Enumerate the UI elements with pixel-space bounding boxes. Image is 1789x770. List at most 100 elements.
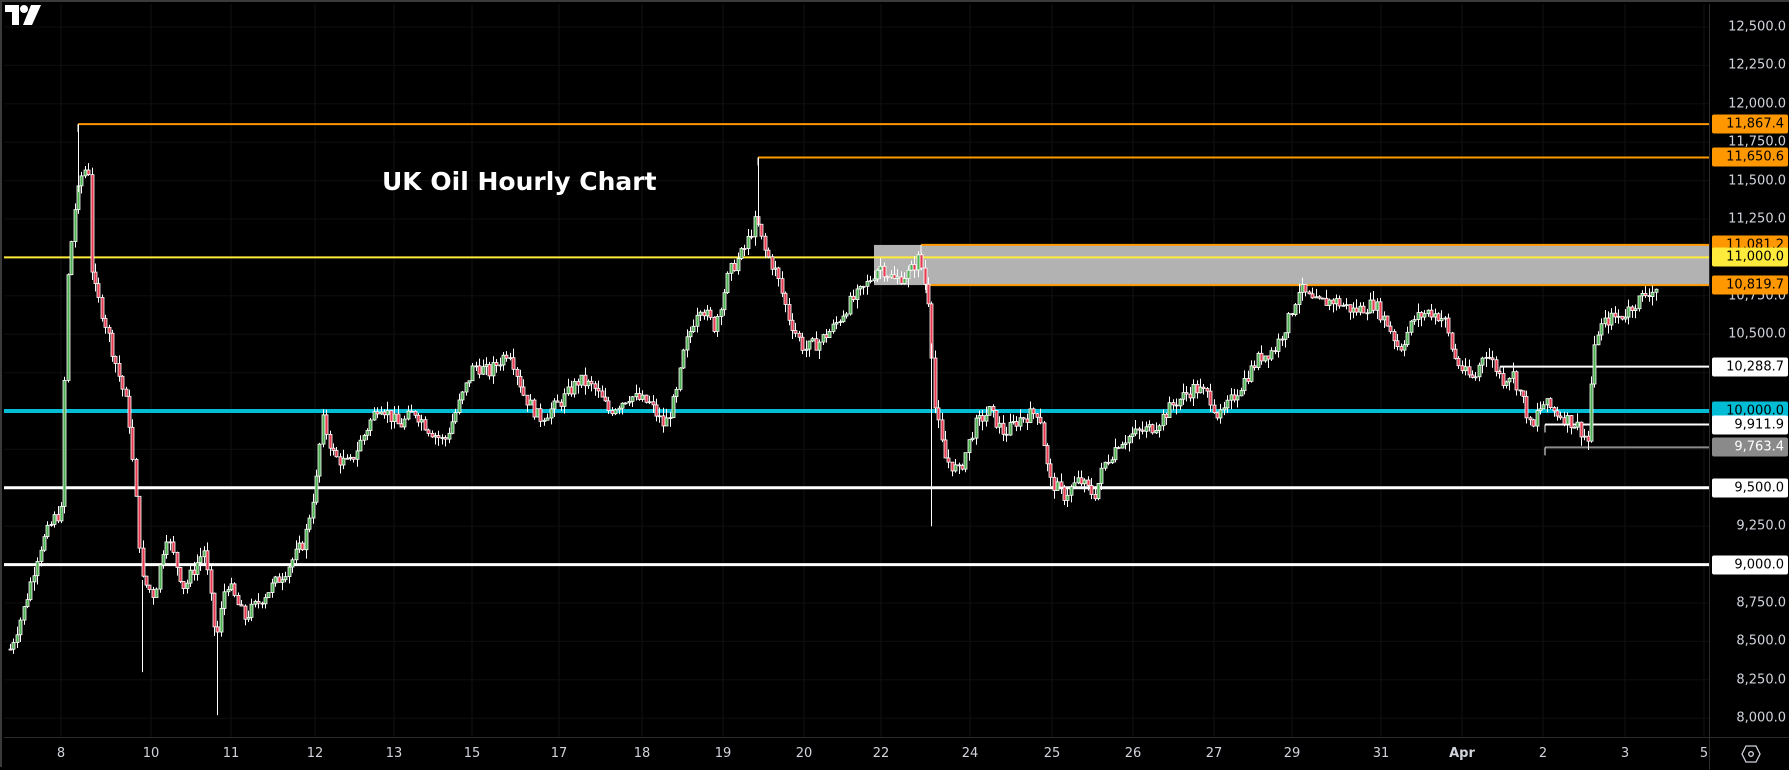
candle-up [45,524,50,538]
candle-up [861,285,866,288]
candle-up [287,566,292,578]
candle-up [1099,467,1104,484]
candle-down [899,276,904,284]
candle-down [382,411,387,416]
price-axis[interactable]: 12,500.0 12,250.0 12,000.0 11,750.0 11,500.0… [1709,4,1789,737]
candlestick-chart[interactable] [4,4,1709,737]
candle-up [868,280,873,283]
candle-down [654,404,659,417]
candle-up [1616,315,1621,318]
candle-up [1286,313,1291,334]
candle-up [1072,482,1077,488]
candle-up [1161,413,1166,427]
candle-down [732,263,737,272]
candle-up [321,414,326,445]
candle-down [763,235,768,251]
candle-down [1201,386,1206,389]
candle-down [1215,412,1220,419]
candle-down [651,401,656,406]
candle-up [1225,399,1230,409]
time-tick-label: 27 [1205,746,1223,761]
candle-down [589,380,594,385]
candle-down [430,432,435,438]
candle-down [1038,416,1043,424]
candle-up [1218,409,1223,419]
candle-up [1589,383,1594,442]
candle-down [239,604,244,607]
candle-up [372,411,377,421]
candle-up [1582,435,1587,438]
candle-down [511,357,516,370]
time-tick-label: 13 [385,746,403,761]
candle-up [1507,377,1512,383]
candle-up [158,564,163,590]
candle-down [637,393,642,400]
candle-down [1045,445,1050,465]
candle-up [1565,415,1570,425]
candle-down [780,278,785,294]
candle-down [1501,373,1506,386]
candle-up [634,393,639,398]
candle-up [1181,392,1186,400]
candle-down [606,400,611,411]
candle-down [120,375,125,390]
candle-up [467,380,472,384]
candle-down [1195,384,1200,394]
candle-up [1654,288,1659,293]
candle-down [100,297,105,319]
candle-up [52,514,57,525]
candle-down [494,362,499,366]
candle-down [702,311,707,317]
candle-up [1439,318,1444,322]
candle-down [1266,355,1271,360]
candle-down [1555,410,1560,417]
candle-up [1167,402,1172,419]
candle-down [923,267,928,285]
candle-down [933,357,938,409]
candle-up [902,278,907,284]
candle-up [1229,394,1234,401]
candle-up [1412,319,1417,322]
candle-up [1297,292,1302,306]
candle-up [1365,312,1370,315]
time-axis[interactable]: 8 10 11 12 13 15 17 18 19 20 22 24 25 26 27 29 31 Apr 2 3 5 [4,737,1709,770]
candle-up [640,394,645,400]
candle-up [1198,386,1203,394]
candle-down [936,407,941,421]
candle-up [402,418,407,428]
candle-up [698,311,703,316]
candle-down [912,264,917,271]
candle-up [294,548,299,561]
candle-up [963,452,968,470]
candle-down [1562,417,1567,425]
candle-up [535,408,540,418]
candle-down [919,254,924,269]
tradingview-logo-icon[interactable] [4,4,42,26]
candle-up [226,589,231,593]
candle-down [1579,421,1584,438]
candle-up [1592,344,1597,385]
price-tick-label: 11,250.0 [1728,211,1786,227]
candle-up [229,583,234,590]
candle-up [895,276,900,279]
candle-up [379,411,384,415]
chart-plot-area[interactable]: UK Oil Hourly Chart [4,4,1709,737]
candle-up [79,175,84,187]
candle-down [1558,415,1563,419]
candle-up [736,258,741,272]
candle-down [532,399,537,418]
settings-button[interactable] [1709,737,1789,770]
candle-up [729,263,734,274]
candle-up [1327,299,1332,306]
candle-down [168,541,173,544]
candle-up [18,619,23,636]
candle-down [576,381,581,386]
candle-down [171,541,176,553]
candle-down [175,551,180,568]
candle-up [1480,357,1485,366]
candle-down [90,174,95,273]
candle-down [1354,307,1359,313]
candle-down [260,602,265,605]
candle-down [1361,305,1366,314]
